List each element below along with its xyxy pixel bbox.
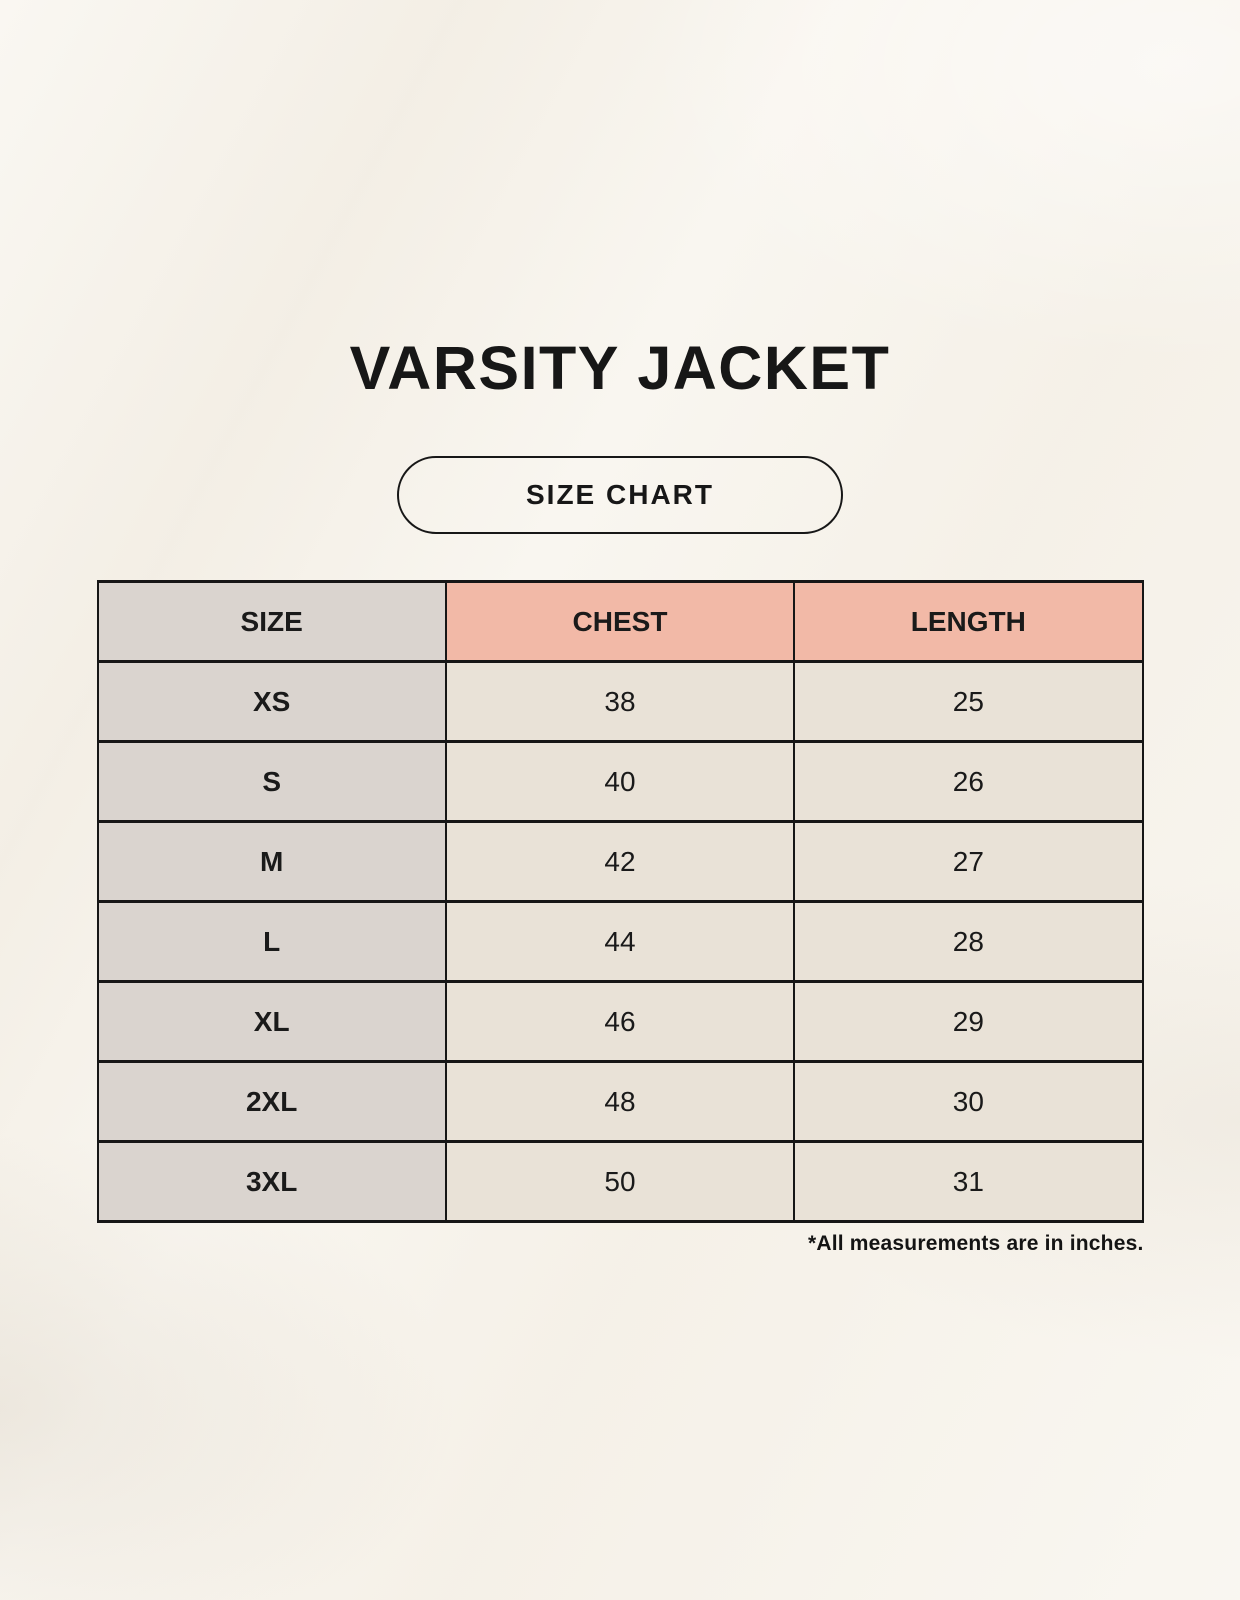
- chest-value: 50: [444, 1140, 796, 1223]
- table-row: 3XL 50 31: [96, 1140, 1144, 1223]
- size-chart-table: SIZE CHEST LENGTH XS 38 25 S 40 26 M: [96, 580, 1144, 1223]
- table-row: M 42 27: [96, 820, 1144, 903]
- length-value: 30: [793, 1060, 1144, 1143]
- size-label: 3XL: [96, 1140, 447, 1223]
- header-size: SIZE: [96, 580, 447, 663]
- measurements-footnote: *All measurements are in inches.: [807, 1232, 1144, 1255]
- length-value: 26: [793, 740, 1144, 823]
- page-title: VARSITY JACKET: [349, 334, 891, 402]
- chest-value: 40: [444, 740, 796, 823]
- size-chart-badge: SIZE CHART: [397, 456, 843, 534]
- table-container: SIZE CHEST LENGTH XS 38 25 S 40 26 M: [96, 580, 1144, 1256]
- size-label: XL: [96, 980, 447, 1063]
- chest-value: 46: [444, 980, 796, 1063]
- table-header-row: SIZE CHEST LENGTH: [96, 580, 1144, 663]
- size-label: 2XL: [96, 1060, 447, 1143]
- length-value: 27: [793, 820, 1144, 903]
- chest-value: 38: [444, 660, 796, 743]
- chest-value: 48: [444, 1060, 796, 1143]
- table-row: S 40 26: [96, 740, 1144, 823]
- chest-value: 42: [444, 820, 796, 903]
- length-value: 25: [793, 660, 1144, 743]
- size-label: L: [96, 900, 447, 983]
- header-length: LENGTH: [793, 580, 1144, 663]
- length-value: 28: [793, 900, 1144, 983]
- header-chest: CHEST: [444, 580, 796, 663]
- table-row: L 44 28: [96, 900, 1144, 983]
- chest-value: 44: [444, 900, 796, 983]
- table-row: 2XL 48 30: [96, 1060, 1144, 1143]
- size-label: S: [96, 740, 447, 823]
- length-value: 29: [793, 980, 1144, 1063]
- length-value: 31: [793, 1140, 1144, 1223]
- table-row: XS 38 25: [96, 660, 1144, 743]
- size-label: M: [96, 820, 447, 903]
- badge-container: SIZE CHART: [0, 456, 1240, 534]
- table-row: XL 46 29: [96, 980, 1144, 1063]
- size-label: XS: [96, 660, 447, 743]
